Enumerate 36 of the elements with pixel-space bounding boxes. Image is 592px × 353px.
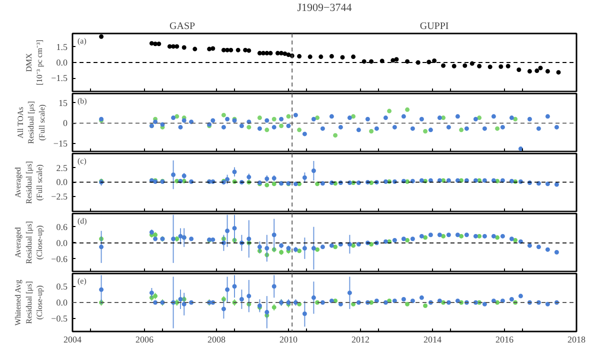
text: GUPPI xyxy=(420,20,449,32)
x-tick-label: 2016 xyxy=(496,334,514,344)
y-axis-title: DMX [10⁻³ pc cm⁻³] xyxy=(24,39,44,86)
y-tick-label: 15 xyxy=(58,98,68,108)
annotation: (d) xyxy=(78,216,88,226)
y-tick-label: −0.5 xyxy=(51,314,68,324)
annotation: (e) xyxy=(78,276,87,286)
y-tick-label: 1.5 xyxy=(56,42,68,52)
y-axis-title: Whitened Avg Residual [μs] (Close-up) xyxy=(14,280,44,326)
y-tick-label: 0.6 xyxy=(56,222,68,232)
x-tick-label: 2018 xyxy=(568,334,586,344)
y-tick-label: 0.0 xyxy=(56,298,68,308)
x-tick-label: 2014 xyxy=(424,334,442,344)
text: GASP xyxy=(170,20,196,32)
x-tick-label: 2004 xyxy=(64,334,82,344)
y-axis-title: All TOAs Residual [μs] (Full scale) xyxy=(16,100,46,144)
y-tick-label: 0.5 xyxy=(56,281,68,292)
x-tick-label: 2006 xyxy=(136,334,154,344)
y-tick-label: 0 xyxy=(63,118,68,128)
y-tick-label: 0.0 xyxy=(56,58,68,68)
y-tick-label: 2.5 xyxy=(56,162,68,173)
y-tick-label: −0.6 xyxy=(51,254,68,264)
y-tick-label: −15 xyxy=(53,138,68,148)
annotation: (b) xyxy=(78,96,88,106)
y-tick-label: −2.5 xyxy=(51,192,68,202)
y-tick-label: 0.0 xyxy=(56,177,68,188)
y-tick-label: 0.0 xyxy=(56,238,68,248)
x-tick-label: 2012 xyxy=(352,334,370,344)
x-tick-label: 2010 xyxy=(280,334,298,344)
annotation: (c) xyxy=(78,156,87,166)
y-axis-title: Averaged Residual [μs] (Close-up) xyxy=(14,220,44,264)
y-axis-title: Averaged Residual [μs] (Full scale) xyxy=(14,160,44,204)
chart-title: J1909−3744 xyxy=(297,2,352,14)
x-tick-label: 2008 xyxy=(208,334,226,344)
y-tick-label: −1.5 xyxy=(51,73,68,84)
annotation: (a) xyxy=(78,36,87,46)
